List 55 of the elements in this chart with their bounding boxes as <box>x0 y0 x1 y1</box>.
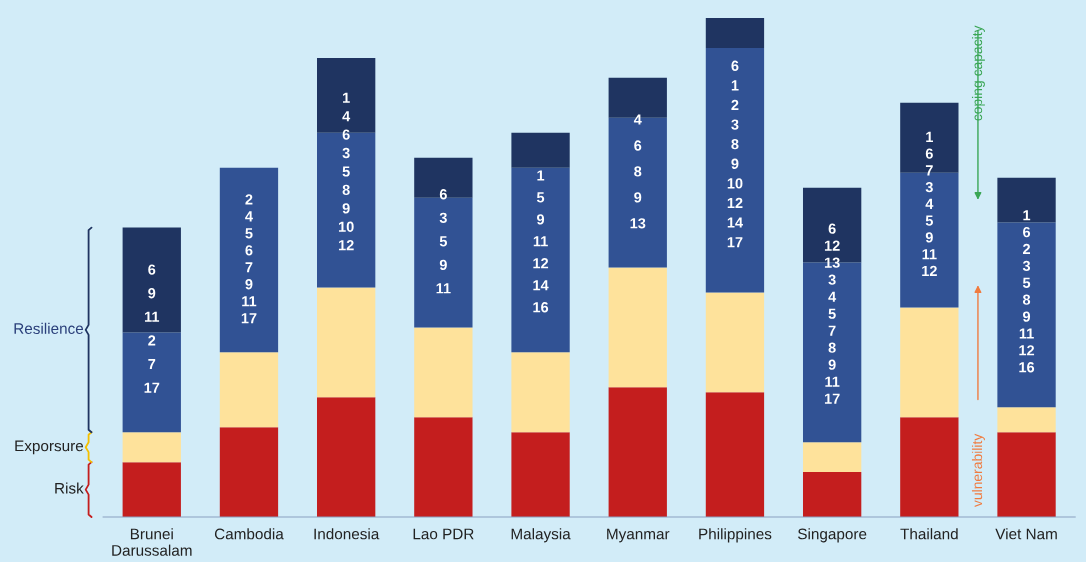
annotation: coping capacity <box>971 25 985 121</box>
x-tick-label: Malaysia <box>511 528 571 543</box>
bar <box>705 47 765 293</box>
bar <box>705 17 765 48</box>
x-tick-label: Cambodia <box>214 528 284 540</box>
bar <box>608 387 667 518</box>
x-tick-label: Philippines <box>699 528 772 543</box>
bar <box>122 432 181 463</box>
bar <box>122 462 181 518</box>
annotation: 6 3 5 9 11 <box>436 189 451 294</box>
bar <box>122 332 181 433</box>
bar <box>997 177 1056 223</box>
annotation: 6 9 11 2 7 17 <box>144 264 160 393</box>
bar <box>511 167 570 353</box>
bar <box>414 157 473 198</box>
text: 6 1 2 3 8 9 10 12 14 17 <box>727 60 743 248</box>
bar <box>900 307 959 418</box>
bar <box>802 442 862 473</box>
annotation: 2 4 5 6 7 9 11 17 <box>241 194 257 324</box>
bar <box>219 427 279 518</box>
annotation: vulnerability <box>971 433 985 508</box>
bar <box>802 472 862 518</box>
x-tick-label: Singapore <box>798 528 867 543</box>
x-tick-label: Thailand <box>900 528 958 540</box>
bar <box>317 397 376 518</box>
bar <box>511 352 570 433</box>
bar <box>705 292 765 393</box>
bar <box>511 132 570 168</box>
text: 1 4 6 3 5 8 9 10 12 <box>338 92 354 251</box>
bar <box>414 327 473 418</box>
x-tick-label: Myanmar <box>607 528 670 543</box>
text: 1 6 2 3 5 8 9 11 12 16 <box>1019 210 1035 373</box>
annotation: 4 6 8 9 13 <box>630 114 646 229</box>
bar <box>608 267 667 388</box>
bar <box>997 407 1056 433</box>
bar <box>997 222 1056 408</box>
annotation: 1 5 9 11 12 14 16 <box>533 170 549 313</box>
bar <box>900 417 959 518</box>
text: Resilience <box>14 322 84 334</box>
x-tick-label: Lao PDR <box>413 528 474 540</box>
text: Exporsure <box>15 440 84 455</box>
bar <box>219 167 279 353</box>
x-tick-label: Indonesia <box>314 528 380 540</box>
x-tick-label: Viet Nam <box>995 528 1057 540</box>
bar <box>414 417 473 518</box>
x-tick-label: Brunei Darussalam <box>112 528 192 556</box>
bar <box>317 287 376 398</box>
text: Risk <box>55 482 84 494</box>
text: 1 6 7 3 4 5 9 11 12 <box>922 131 937 276</box>
bar <box>705 392 765 518</box>
bar <box>219 352 279 428</box>
bar <box>997 432 1056 518</box>
text: 6 12 13 3 4 5 7 8 9 11 17 <box>824 223 840 404</box>
bar <box>122 227 181 333</box>
bar <box>511 432 570 518</box>
